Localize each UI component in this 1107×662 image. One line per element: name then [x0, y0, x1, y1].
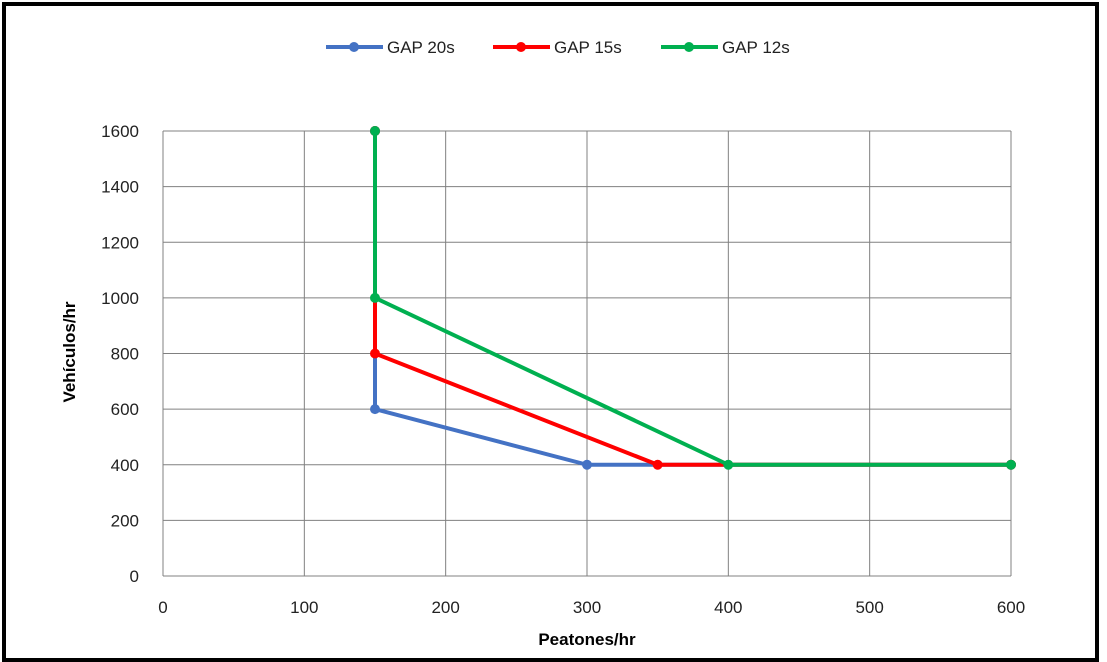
data-point [1006, 459, 1016, 470]
data-point [370, 126, 380, 136]
y-tick-label: 800 [111, 345, 139, 364]
legend-item: GAP 12s [661, 38, 790, 57]
legend-swatch-marker [516, 42, 526, 52]
data-point [370, 348, 380, 359]
x-tick-label: 500 [855, 598, 883, 617]
x-tick-label: 200 [431, 598, 459, 617]
x-tick-label: 100 [290, 598, 318, 617]
y-axis-title: Vehículos/hr [60, 301, 79, 402]
x-axis-title: Peatones/hr [538, 630, 636, 649]
series-lines [370, 126, 1016, 470]
grid-lines [162, 130, 1012, 577]
y-tick-label: 1400 [101, 178, 139, 197]
y-tick-label: 1600 [101, 122, 139, 141]
y-tick-label: 600 [111, 400, 139, 419]
legend-item: GAP 15s [493, 38, 622, 57]
x-tick-label: 400 [714, 598, 742, 617]
y-tick-label: 200 [111, 511, 139, 530]
legend-item: GAP 20s [326, 38, 455, 57]
legend-label: GAP 12s [722, 38, 790, 57]
series-line [373, 131, 1011, 467]
y-tick-label: 400 [111, 456, 139, 475]
x-tick-label: 0 [158, 598, 167, 617]
x-axis-ticks: 0 100 200 300 400 500 600 [158, 598, 1025, 617]
y-tick-label: 0 [130, 567, 139, 586]
legend-swatch-marker [684, 42, 694, 52]
legend-swatch-marker [349, 42, 359, 52]
y-axis-ticks: 0 200 400 600 800 1000 1200 1400 1600 [101, 122, 139, 586]
legend-label: GAP 20s [387, 38, 455, 57]
legend: GAP 20s GAP 15s GAP 12s [326, 38, 790, 57]
x-tick-label: 300 [573, 598, 601, 617]
series-gap-12s [370, 126, 1016, 470]
data-point [652, 459, 663, 470]
data-point [370, 292, 380, 303]
y-tick-label: 1200 [101, 233, 139, 252]
y-tick-label: 1000 [101, 289, 139, 308]
x-tick-label: 600 [997, 598, 1025, 617]
legend-label: GAP 15s [554, 38, 622, 57]
data-point [370, 404, 380, 415]
data-point [723, 459, 734, 470]
data-point [582, 459, 592, 470]
